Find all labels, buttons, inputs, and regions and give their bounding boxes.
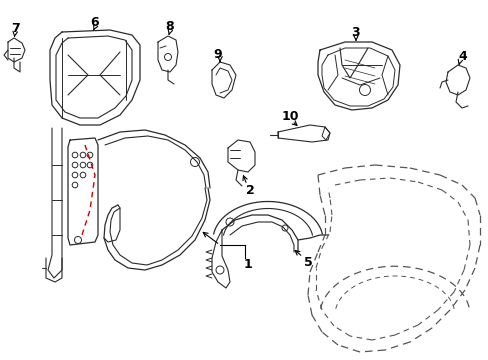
Text: 10: 10 xyxy=(281,109,298,122)
Text: 6: 6 xyxy=(90,15,99,28)
Text: 4: 4 xyxy=(458,50,467,63)
Text: 1: 1 xyxy=(243,257,252,270)
Text: 2: 2 xyxy=(245,184,254,197)
Text: 8: 8 xyxy=(165,19,174,32)
Text: 9: 9 xyxy=(213,48,222,60)
Text: 3: 3 xyxy=(350,26,359,39)
Text: 5: 5 xyxy=(303,256,312,269)
Text: 7: 7 xyxy=(11,22,20,35)
